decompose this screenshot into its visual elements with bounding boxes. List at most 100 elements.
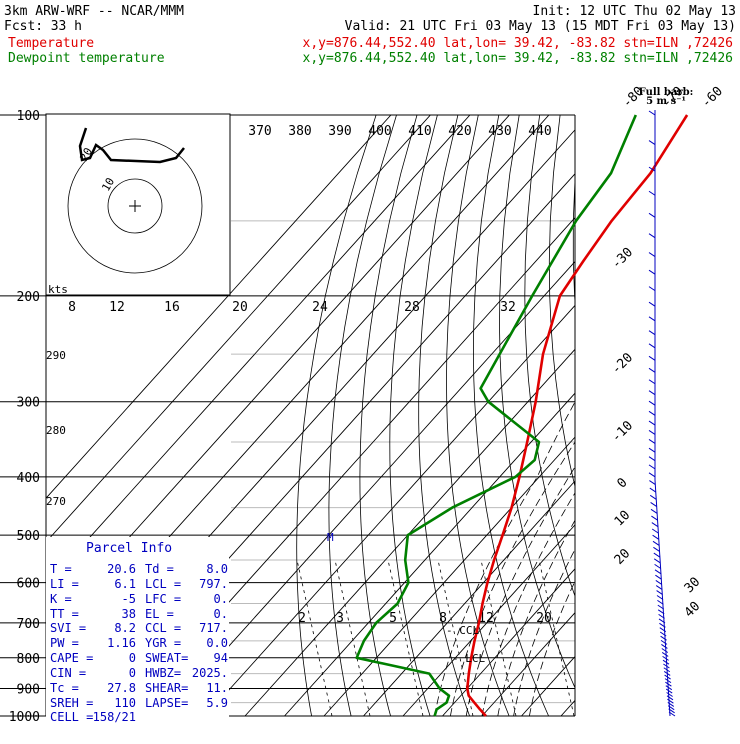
moist-adiabat xyxy=(498,296,726,716)
theta-e-label: 290 xyxy=(46,349,66,362)
wind-barb xyxy=(653,535,659,539)
wind-barb xyxy=(654,553,660,557)
moist-adiabat-label: 8 xyxy=(68,300,76,315)
wind-barb xyxy=(655,564,661,568)
moist-adiabat xyxy=(482,296,710,716)
theta-e-label: 270 xyxy=(46,495,66,508)
m-marker: M xyxy=(327,531,334,544)
isotherm-label: -30 xyxy=(609,245,636,272)
parcel-left-value: -5 xyxy=(122,592,136,606)
wind-barb xyxy=(663,656,669,660)
wind-barb xyxy=(651,509,657,513)
parcel-right-value: 94 xyxy=(214,651,228,665)
wind-barb xyxy=(649,213,655,217)
valid-time: Valid: 21 UTC Fri 03 May 13 (15 MDT Fri … xyxy=(345,19,736,34)
wind-barb xyxy=(652,523,658,527)
parcel-left-value: 110 xyxy=(114,696,136,710)
wind-barb xyxy=(649,141,655,145)
moist-adiabat xyxy=(529,296,740,716)
moist-adiabat-label: 20 xyxy=(232,300,248,315)
moist-adiabat-label: 16 xyxy=(164,300,180,315)
dewpoint-series-line xyxy=(357,115,636,716)
parcel-left-key: SVI = xyxy=(50,621,86,635)
parcel-left-key: CELL = xyxy=(50,710,93,724)
parcel-left-value: 27.8 xyxy=(107,681,136,695)
wind-barb xyxy=(649,287,655,291)
wind-barb xyxy=(649,331,655,335)
mixing-ratio-line xyxy=(539,560,574,716)
ccl-marker: - CCL xyxy=(446,624,479,637)
isotherm-label: -20 xyxy=(609,350,636,377)
mixing-ratio-line xyxy=(388,560,423,716)
mixing-ratio-label: 5 xyxy=(389,611,397,626)
wind-barb xyxy=(649,111,655,115)
parcel-right-value: 0. xyxy=(214,607,228,621)
wind-barb xyxy=(651,502,657,506)
parcel-right-key: YGR = xyxy=(145,636,181,650)
isotherm-label: -10 xyxy=(609,418,636,445)
parcel-right-value: 11. xyxy=(206,681,228,695)
dry-adiabat xyxy=(662,115,740,716)
parcel-left-value: 8.2 xyxy=(114,621,136,635)
dry-adiabat xyxy=(724,115,740,716)
parcel-right-value: 8.0 xyxy=(206,562,228,576)
isotherm-label: -60 xyxy=(699,84,726,111)
temperature-series-line xyxy=(467,115,687,716)
wind-barb xyxy=(649,465,655,469)
theta-label: 440 xyxy=(528,124,551,139)
dry-adiabat xyxy=(573,115,706,716)
parcel-right-value: 0.0 xyxy=(206,636,228,650)
parcel-right-key: EL = xyxy=(145,607,174,621)
wind-barb xyxy=(649,473,655,477)
parcel-right-key: LAPSE= xyxy=(145,696,188,710)
theta-label: 380 xyxy=(288,124,311,139)
parcel-left-key: SREH = xyxy=(50,696,93,710)
dry-adiabat xyxy=(596,115,740,716)
dry-adiabat xyxy=(549,115,667,716)
wind-barb xyxy=(649,430,655,434)
isotherm-label: 0 xyxy=(614,475,630,491)
parcel-right-key: CCL = xyxy=(145,621,181,635)
wind-barb xyxy=(649,421,655,425)
parcel-right-key: LFC = xyxy=(145,592,181,606)
pressure-tick-label: 200 xyxy=(17,290,40,305)
wind-barb xyxy=(661,636,667,640)
wind-barb xyxy=(649,234,655,238)
wind-barbs xyxy=(649,110,675,716)
init-time: Init: 12 UTC Thu 02 May 13 xyxy=(533,4,737,19)
mixing-ratio-label: 20 xyxy=(536,611,552,626)
wind-barb xyxy=(649,270,655,274)
barb-staff xyxy=(655,480,670,716)
wind-barb xyxy=(655,570,661,574)
moist-adiabat-label: 28 xyxy=(404,300,420,315)
hodograph: 10 20 kts xyxy=(46,114,230,296)
moist-adiabat-label: 32 xyxy=(500,300,516,315)
dry-adiabat xyxy=(641,115,740,716)
barb-legend-line2: 5 m s⁻¹ xyxy=(646,96,686,107)
pressure-tick-label: 700 xyxy=(17,617,40,632)
wind-barb xyxy=(649,368,655,372)
wind-barb xyxy=(649,317,655,321)
dry-adiabat xyxy=(703,115,740,716)
theta-label: 410 xyxy=(408,124,431,139)
theta-label: 370 xyxy=(248,124,271,139)
parcel-left-value: 158/21 xyxy=(93,710,136,724)
pressure-tick-label: 1000 xyxy=(9,710,40,725)
dewpoint-legend: Dewpoint temperature xyxy=(8,51,165,66)
moist-adiabat-label: 12 xyxy=(109,300,125,315)
parcel-left-key: TT = xyxy=(50,607,79,621)
parcel-left-key: CAPE = xyxy=(50,651,93,665)
pressure-tick-label: 300 xyxy=(17,396,40,411)
isotherm-label: 30 xyxy=(682,575,704,597)
theta-label: 420 xyxy=(448,124,471,139)
fcst-value: 33 h xyxy=(51,19,82,34)
wind-barb xyxy=(661,644,667,648)
parcel-left-value: 20.6 xyxy=(107,562,136,576)
dry-adiabat xyxy=(619,115,740,716)
theta-label: 390 xyxy=(328,124,351,139)
wind-barb xyxy=(662,652,668,656)
wind-barb xyxy=(650,488,656,492)
parcel-info-box: Parcel Info T =20.6LI =6.1K =-5TT =38SVI… xyxy=(46,537,229,732)
wind-barb xyxy=(649,391,655,395)
